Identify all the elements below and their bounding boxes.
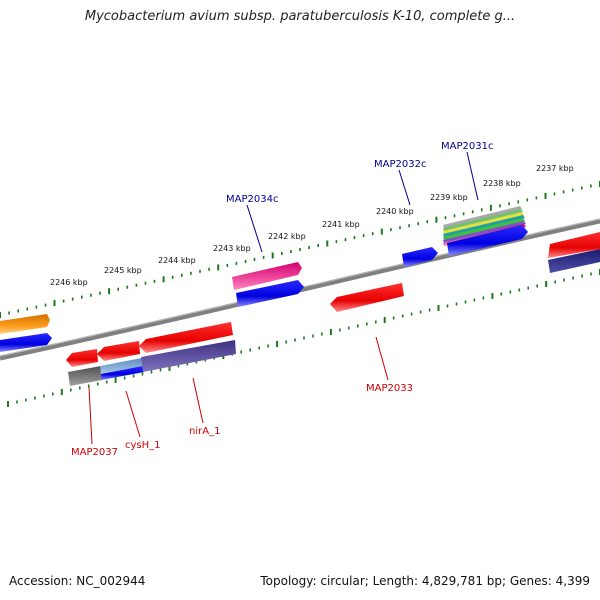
gene-label-map2031c[interactable]: MAP2031c (441, 141, 493, 152)
gene-label-nira1[interactable]: nirA_1 (189, 426, 220, 437)
gene-label-map2032c[interactable]: MAP2032c (374, 159, 426, 170)
leader-map2033 (375, 336, 389, 381)
upper-scale-ticks (0, 181, 600, 318)
feature-map2031c-stack[interactable] (443, 206, 526, 246)
genome-backbone (0, 218, 600, 361)
scale-label-2238: 2238 kbp (483, 179, 521, 188)
leader-map2031c (466, 151, 479, 201)
feature-navy-right[interactable] (548, 249, 600, 273)
leader-cysh1 (125, 390, 141, 438)
feature-cysh1-teal[interactable] (100, 358, 143, 374)
scale-label-2245: 2245 kbp (104, 266, 142, 275)
feature-red-right[interactable] (548, 232, 600, 258)
scale-label-2241: 2241 kbp (322, 220, 360, 229)
leader-map2032c (398, 169, 411, 206)
feature-map2034c-blue[interactable] (236, 280, 304, 307)
accession-text: Accession: NC_002944 (9, 574, 146, 588)
gene-label-cysh1[interactable]: cysH_1 (125, 440, 161, 451)
feature-nira1-red[interactable] (139, 322, 233, 353)
gene-label-map2034c[interactable]: MAP2034c (226, 194, 278, 205)
feature-cysh1-red[interactable] (97, 341, 140, 361)
scale-label-2239: 2239 kbp (430, 193, 468, 202)
feature-map2037-red[interactable] (66, 349, 98, 367)
lower-scale-ticks (7, 269, 600, 407)
feature-map2031c-blue[interactable] (447, 225, 528, 256)
scale-label-2243: 2243 kbp (213, 244, 251, 253)
leader-map2037 (88, 386, 93, 445)
feature-map2034c-pink[interactable] (232, 262, 302, 290)
scale-label-2246: 2246 kbp (50, 278, 88, 287)
leader-map2034c (246, 204, 263, 253)
genome-summary-text: Topology: circular; Length: 4,829,781 bp… (260, 574, 590, 588)
feature-nira1-purple[interactable] (141, 340, 236, 372)
feature-orange[interactable] (0, 314, 50, 334)
scale-label-2244: 2244 kbp (158, 256, 196, 265)
feature-map2033[interactable] (330, 283, 404, 312)
feature-map2032c[interactable] (402, 247, 438, 267)
feature-blue-left[interactable] (0, 333, 52, 352)
feature-map2037-grey[interactable] (68, 366, 102, 386)
feature-cysh1-blue[interactable] (101, 366, 144, 380)
gene-label-map2037[interactable]: MAP2037 (71, 447, 118, 458)
scale-label-2240: 2240 kbp (376, 207, 414, 216)
gene-label-map2033[interactable]: MAP2033 (366, 383, 413, 394)
map-title: Mycobacterium avium subsp. paratuberculo… (84, 9, 516, 24)
leader-nira1 (192, 377, 204, 424)
scale-label-2237: 2237 kbp (536, 164, 574, 173)
scale-label-2242: 2242 kbp (268, 232, 306, 241)
